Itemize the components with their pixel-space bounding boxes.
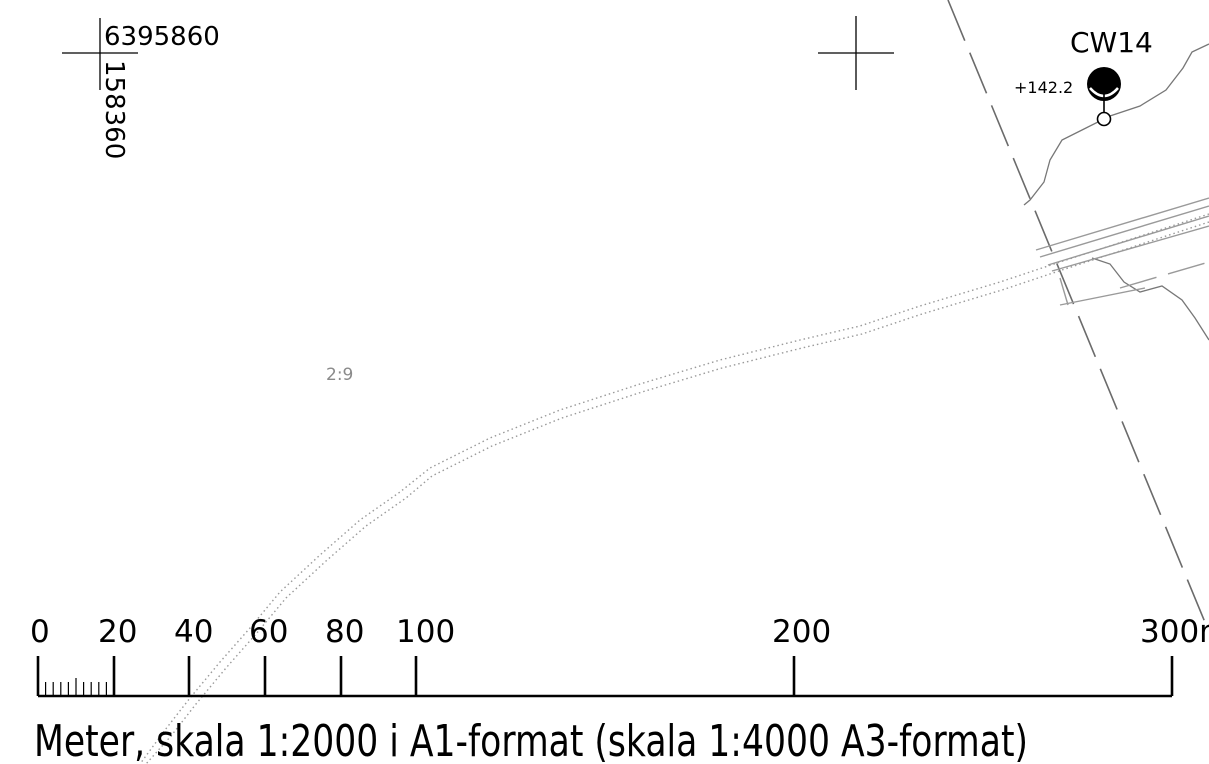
scale-tick-label: 200 xyxy=(772,614,831,650)
scale-tick-label: 80 xyxy=(325,614,364,650)
grid-cross-2 xyxy=(818,16,894,90)
dotted-track xyxy=(139,213,1209,764)
scale-caption: Meter, skala 1:2000 i A1-format (skala 1… xyxy=(34,716,1028,764)
scale-tick-label: 20 xyxy=(98,614,137,650)
grid-northing-label: 6395860 xyxy=(104,22,220,52)
road-dashed-edge xyxy=(1119,261,1209,289)
road xyxy=(1035,197,1209,306)
borehole-symbol xyxy=(1087,67,1121,127)
parcel-label: 2:9 xyxy=(326,365,353,385)
contour-line-upper xyxy=(1023,43,1209,206)
contour-line-lower xyxy=(1091,257,1209,341)
borehole-elevation-label: +142.2 xyxy=(1014,78,1073,97)
grid-cross-1 xyxy=(62,18,138,90)
scale-tick-label: 60 xyxy=(249,614,288,650)
dashed-boundary-line xyxy=(947,0,1209,633)
borehole-id-label: CW14 xyxy=(1070,26,1153,59)
scale-tick-label: 100 xyxy=(396,614,455,650)
scale-bar xyxy=(36,656,1174,698)
scale-tick-label: 40 xyxy=(174,614,213,650)
scale-tick-label: 300m xyxy=(1140,614,1209,650)
scale-tick-label: 0 xyxy=(30,614,50,650)
grid-easting-label: 158360 xyxy=(99,60,129,159)
